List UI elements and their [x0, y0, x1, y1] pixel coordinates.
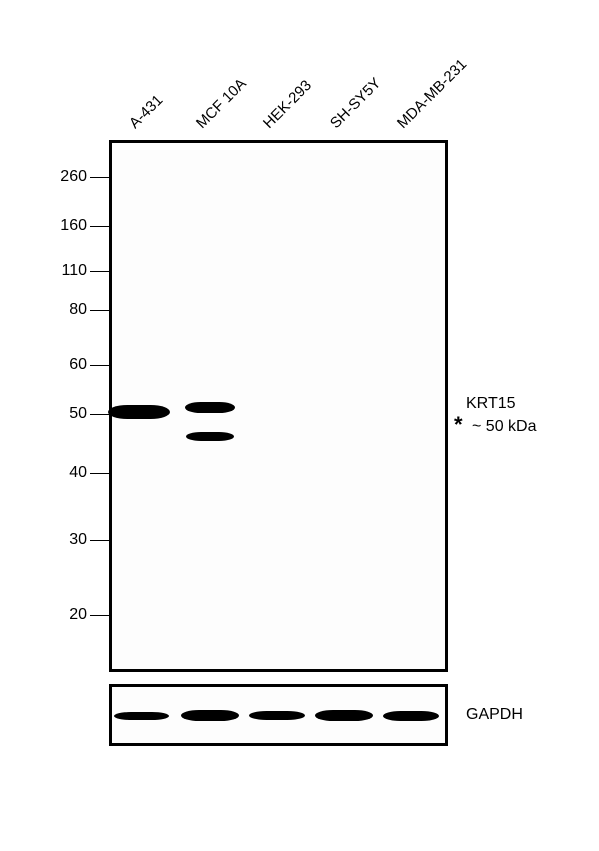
western-blot-figure: A-431 MCF 10AHEK-293SH-SY5YMDA-MB-231 260… [0, 0, 599, 851]
mw-marker-label: 160 [47, 217, 87, 235]
blot-band [114, 712, 169, 720]
mw-marker-tick [90, 310, 109, 311]
mw-marker-tick [90, 414, 109, 415]
lane-label: A-431 [126, 92, 166, 132]
mw-marker-label: 50 [47, 405, 87, 423]
mw-marker-tick [90, 365, 109, 366]
blot-band [181, 710, 239, 721]
blot-band [185, 402, 235, 413]
lane-label: HEK-293 [260, 77, 315, 132]
lane-label: MDA-MB-231 [394, 56, 470, 132]
mw-marker-label: 80 [47, 301, 87, 319]
asterisk-marker: * [454, 412, 463, 438]
blot-band [249, 711, 305, 720]
mw-marker-tick [90, 226, 109, 227]
mw-marker-tick [90, 473, 109, 474]
mw-marker-label: 60 [47, 356, 87, 374]
mw-marker-tick [90, 615, 109, 616]
target-protein-label: KRT15 [466, 395, 516, 413]
lane-label: SH-SY5Y [327, 75, 384, 132]
mw-marker-label: 110 [47, 262, 87, 280]
mw-marker-label: 30 [47, 531, 87, 549]
loading-control-label: GAPDH [466, 706, 523, 724]
mw-marker-tick [90, 271, 109, 272]
mw-marker-label: 20 [47, 606, 87, 624]
molecular-weight-label: ~ 50 kDa [472, 418, 536, 436]
lane-label: MCF 10A [193, 75, 250, 132]
blot-band [315, 710, 373, 721]
blot-band [108, 405, 170, 419]
mw-marker-tick [90, 177, 109, 178]
mw-marker-tick [90, 540, 109, 541]
blot-band [383, 711, 439, 721]
mw-marker-label: 40 [47, 464, 87, 482]
blot-band [186, 432, 234, 441]
mw-marker-label: 260 [47, 168, 87, 186]
